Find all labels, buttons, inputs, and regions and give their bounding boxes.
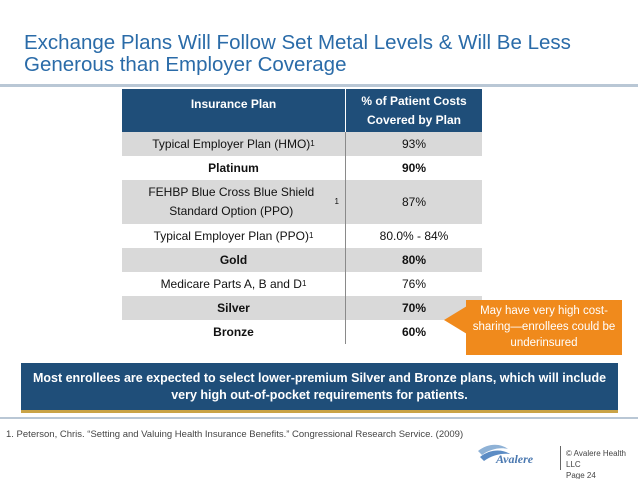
table-row: Typical Employer Plan (HMO) 1 93% bbox=[122, 132, 482, 156]
title-divider bbox=[0, 84, 638, 87]
logo-wordmark: Avalere bbox=[496, 452, 534, 466]
coverage-value-cell: 60% bbox=[401, 324, 427, 339]
copyright-text: © Avalere Health LLC bbox=[566, 449, 627, 469]
page-number: Page 24 bbox=[566, 471, 596, 479]
plan-name: Bronze bbox=[213, 324, 254, 339]
plan-name-cell: Platinum bbox=[122, 156, 346, 180]
table-row: Gold 80% bbox=[122, 248, 482, 272]
coverage-value-cell: 80% bbox=[401, 252, 427, 267]
coverage-value-cell: 70% bbox=[401, 300, 427, 315]
coverage-value-cell: 87% bbox=[401, 194, 427, 209]
table-row: FEHBP Blue Cross Blue Shield Standard Op… bbox=[122, 180, 482, 224]
table-row: Typical Employer Plan (PPO) 1 80.0% - 84% bbox=[122, 224, 482, 248]
coverage-value-cell: 76% bbox=[401, 276, 427, 291]
coverage-value-cell: 90% bbox=[401, 160, 427, 175]
header-patient-costs: % of Patient Costs Covered by Plan bbox=[361, 93, 467, 127]
logo-divider bbox=[560, 446, 561, 470]
header-insurance-plan: Insurance Plan bbox=[122, 89, 346, 132]
underinsured-callout: May have very high cost-sharing—enrollee… bbox=[466, 300, 622, 355]
plan-name: Silver bbox=[217, 300, 250, 315]
plan-name: Medicare Parts A, B and D bbox=[160, 276, 302, 291]
plan-name: Typical Employer Plan (PPO) bbox=[153, 228, 309, 243]
summary-banner: Most enrollees are expected to select lo… bbox=[21, 363, 618, 410]
copyright-block: © Avalere Health LLC Page 24 bbox=[566, 448, 638, 479]
table-header-row: Insurance Plan % of Patient Costs Covere… bbox=[122, 89, 482, 132]
plan-name-cell: Bronze bbox=[122, 320, 346, 344]
coverage-value-cell: 80.0% - 84% bbox=[379, 228, 449, 243]
footnote: 1. Peterson, Chris. “Setting and Valuing… bbox=[6, 429, 464, 440]
plan-name: Typical Employer Plan (HMO) bbox=[152, 136, 311, 151]
plan-name-cell: FEHBP Blue Cross Blue Shield Standard Op… bbox=[122, 180, 346, 224]
plan-name: Gold bbox=[219, 252, 248, 267]
plan-name-cell: Gold bbox=[122, 248, 346, 272]
coverage-value-cell: 93% bbox=[401, 136, 427, 151]
avalere-logo-icon bbox=[478, 444, 510, 461]
plans-table: Insurance Plan % of Patient Costs Covere… bbox=[122, 89, 482, 344]
table-row: Medicare Parts A, B and D 1 76% bbox=[122, 272, 482, 296]
footer-divider bbox=[0, 417, 638, 419]
plan-name-cell: Typical Employer Plan (PPO) 1 bbox=[122, 224, 346, 248]
plan-name-cell: Silver bbox=[122, 296, 346, 320]
plan-name: Platinum bbox=[208, 160, 259, 175]
banner-accent-line bbox=[21, 410, 618, 413]
callout-arrow bbox=[444, 306, 467, 334]
slide-title: Exchange Plans Will Follow Set Metal Lev… bbox=[24, 31, 571, 76]
table-row: Platinum 90% bbox=[122, 156, 482, 180]
table-row: Bronze 60% bbox=[122, 320, 482, 344]
plan-name-cell: Typical Employer Plan (HMO) 1 bbox=[122, 132, 346, 156]
plan-name: FEHBP Blue Cross Blue Shield Standard Op… bbox=[148, 185, 315, 218]
table-row: Silver 70% bbox=[122, 296, 482, 320]
